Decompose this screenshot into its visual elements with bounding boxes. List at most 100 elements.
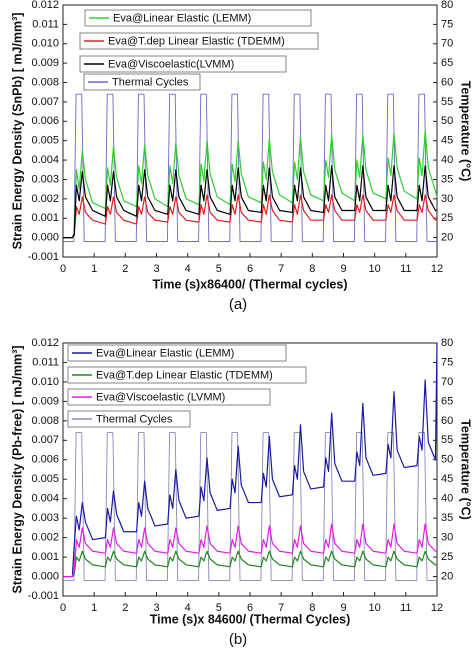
y2-tick-label: 25 [441, 212, 453, 224]
x-tick-label: 4 [185, 602, 191, 614]
y-tick-label: 0.011 [32, 18, 59, 30]
y-tick-label: 0.007 [31, 96, 59, 108]
y2-tick-label: 45 [441, 135, 453, 147]
x-tick-label: 3 [153, 263, 159, 275]
y-tick-label: 0.004 [31, 154, 59, 166]
y-tick-label: 0.008 [31, 76, 59, 88]
y2-tick-label: 20 [441, 570, 453, 582]
y-tick-label: 0.000 [31, 570, 59, 582]
x-tick-label: 12 [431, 602, 443, 614]
y2-tick-label: 60 [441, 415, 453, 427]
x-tick-label: 8 [309, 263, 315, 275]
y-tick-label: 0.007 [31, 434, 59, 446]
series-line [63, 93, 437, 242]
legend-box [84, 9, 312, 27]
y-tick-label: 0.005 [31, 135, 59, 147]
legend-label: Eva@Viscoelastic (LVMM) [96, 391, 225, 403]
x-tick-label: 6 [247, 263, 253, 275]
y2-axis-title: Temperature (°C) [459, 81, 473, 182]
legend-label: Thermal Cycles [96, 413, 173, 425]
x-tick-label: 5 [216, 602, 222, 614]
y2-tick-label: 50 [441, 115, 453, 127]
y2-axis-title: Temperature (°C) [459, 419, 473, 520]
series-line [63, 130, 438, 239]
legend-label: Thermal Cycles [112, 76, 189, 88]
y2-tick-label: 40 [441, 154, 453, 166]
y2-tick-label: 55 [441, 96, 453, 108]
x-tick-label: 9 [340, 602, 346, 614]
x-tick-label: 11 [400, 602, 411, 614]
legend-box [79, 55, 287, 73]
x-tick-label: 10 [369, 263, 381, 275]
y-tick-label: 0.006 [31, 115, 59, 127]
y2-tick-label: 35 [441, 512, 453, 524]
y-tick-label: 0.009 [31, 395, 59, 407]
x-axis-title: Time (s)x 84600/ (Thermal Cycles) [150, 612, 351, 626]
y2-tick-label: 65 [441, 57, 453, 69]
y2-tick-label: 60 [441, 76, 453, 88]
x-axis-title: Time (s)x86400/ (Thermal cycles) [152, 277, 347, 291]
y-tick-label: 0.005 [31, 473, 59, 485]
y-axis-title: Strain Energy Density (SnPb) [ mJ/mm³] [10, 13, 24, 250]
y2-tick-label: 70 [441, 38, 453, 50]
x-tick-label: 7 [278, 263, 284, 275]
y-tick-label: 0.011 [32, 356, 59, 368]
series-line [63, 550, 437, 578]
x-tick-label: 11 [400, 263, 411, 275]
legend-label: Eva@T.dep Linear Elastic (TDEMM) [108, 35, 285, 47]
x-tick-label: 2 [122, 263, 128, 275]
y-tick-label: 0.006 [31, 454, 59, 466]
x-tick-label: 8 [309, 602, 315, 614]
legend-box [67, 366, 307, 384]
legend-box [67, 388, 271, 406]
x-tick-label: 4 [185, 263, 191, 275]
y-tick-label: 0.004 [31, 493, 59, 505]
y2-tick-label: 75 [441, 18, 453, 30]
y2-tick-label: 80 [441, 0, 453, 11]
y2-tick-label: 20 [441, 232, 453, 244]
x-tick-label: 3 [153, 602, 159, 614]
y-tick-label: -0.001 [28, 590, 59, 602]
x-tick-label: 9 [340, 263, 346, 275]
y2-tick-label: 35 [441, 173, 453, 185]
y-tick-label: -0.001 [28, 251, 59, 263]
y-tick-label: 0.001 [31, 551, 59, 563]
x-tick-label: 10 [369, 602, 381, 614]
y2-tick-label: 80 [441, 337, 453, 349]
y2-tick-label: 25 [441, 551, 453, 563]
y-tick-label: 0.002 [31, 532, 59, 544]
y-tick-label: 0.009 [31, 57, 59, 69]
x-tick-label: 0 [60, 602, 66, 614]
y2-tick-label: 70 [441, 376, 453, 388]
legend-box [83, 73, 201, 91]
legend-box [67, 344, 287, 362]
legend-box [67, 410, 191, 428]
x-tick-label: 6 [247, 602, 253, 614]
series-line [63, 342, 438, 578]
x-tick-label: 0 [60, 263, 66, 275]
legend-label: Eva@T.dep Linear Elastic (TDEMM) [96, 369, 273, 381]
y-tick-label: 0.012 [31, 0, 59, 11]
y-tick-label: 0.003 [31, 173, 59, 185]
y-tick-label: 0.003 [31, 512, 59, 524]
panel-label: (a) [229, 296, 247, 313]
y2-tick-label: 30 [441, 532, 453, 544]
legend-label: Eva@Viscoelastic(LVMM) [108, 58, 234, 70]
y-tick-label: 0.010 [31, 376, 59, 388]
series-line [63, 165, 437, 239]
y2-tick-label: 55 [441, 434, 453, 446]
y2-tick-label: 75 [441, 356, 453, 368]
series-line [63, 523, 437, 578]
y-tick-label: 0.000 [31, 232, 59, 244]
y-tick-label: 0.012 [31, 337, 59, 349]
x-tick-label: 1 [91, 263, 97, 275]
legend-label: Eva@Linear Elastic (LEMM) [96, 347, 234, 359]
y2-tick-label: 40 [441, 493, 453, 505]
series-line [63, 432, 437, 581]
y-axis-title: Strain Energy Density (Pb-free) [ mJ/mm³… [10, 346, 24, 594]
y2-tick-label: 45 [441, 473, 453, 485]
x-tick-label: 5 [216, 263, 222, 275]
panel-label: (b) [229, 631, 247, 648]
legend-box [79, 32, 319, 50]
